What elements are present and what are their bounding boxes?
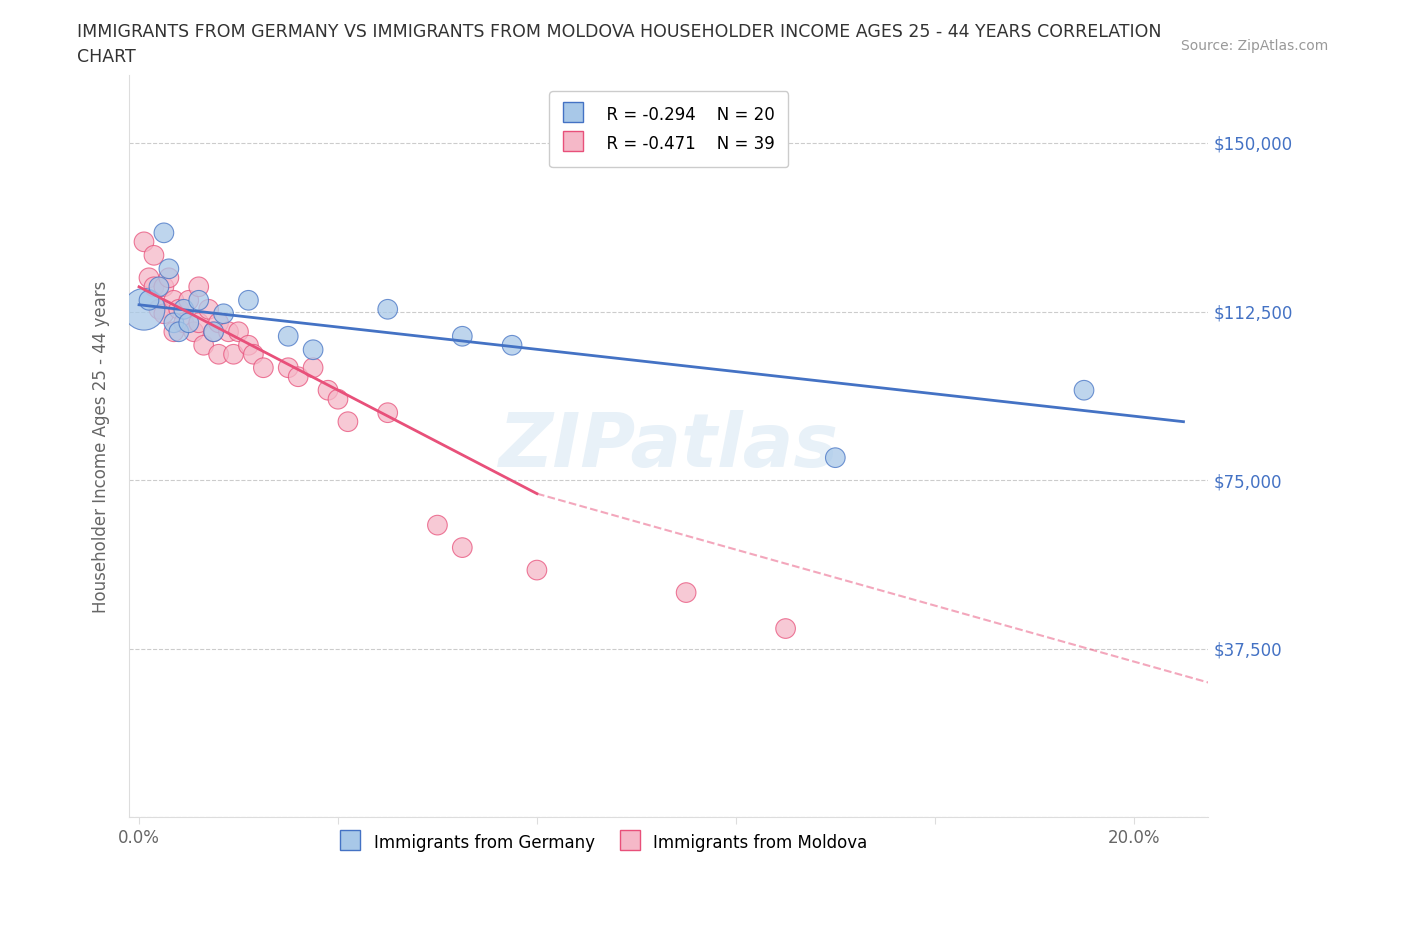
Y-axis label: Householder Income Ages 25 - 44 years: Householder Income Ages 25 - 44 years [93, 280, 110, 613]
Point [207, 347, 229, 362]
Legend: Immigrants from Germany, Immigrants from Moldova: Immigrants from Germany, Immigrants from… [332, 824, 876, 861]
Point [212, 306, 235, 321]
Point [132, 302, 155, 317]
Point [173, 302, 195, 317]
Point [157, 271, 180, 286]
Point [501, 338, 523, 352]
Point [238, 293, 260, 308]
Point [187, 315, 209, 330]
Point [277, 360, 299, 375]
Point [336, 414, 359, 429]
Point [157, 261, 180, 276]
Point [451, 329, 474, 344]
Point [153, 225, 176, 240]
Point [202, 325, 225, 339]
Point [526, 563, 548, 578]
Point [302, 360, 325, 375]
Point [675, 585, 697, 600]
Text: ZIPatlas: ZIPatlas [499, 410, 839, 483]
Point [222, 347, 245, 362]
Point [218, 325, 240, 339]
Point [775, 621, 797, 636]
Point [238, 338, 260, 352]
Point [148, 279, 170, 294]
Point [163, 315, 186, 330]
Point [132, 234, 155, 249]
Point [824, 450, 846, 465]
Point [187, 279, 209, 294]
Point [138, 293, 160, 308]
Text: Source: ZipAtlas.com: Source: ZipAtlas.com [1181, 39, 1329, 53]
Point [153, 306, 176, 321]
Point [228, 325, 250, 339]
Point [277, 329, 299, 344]
Point [252, 360, 274, 375]
Point [426, 518, 449, 533]
Point [167, 302, 190, 317]
Point [316, 383, 339, 398]
Point [183, 325, 205, 339]
Point [242, 347, 264, 362]
Point [1073, 383, 1095, 398]
Point [148, 302, 170, 317]
Point [377, 405, 399, 420]
Point [138, 271, 160, 286]
Point [153, 279, 176, 294]
Point [207, 315, 229, 330]
Point [377, 302, 399, 317]
Point [202, 325, 225, 339]
Point [167, 325, 190, 339]
Point [287, 369, 309, 384]
Point [177, 293, 200, 308]
Point [197, 302, 219, 317]
Point [451, 540, 474, 555]
Point [326, 392, 349, 406]
Point [142, 279, 165, 294]
Point [177, 315, 200, 330]
Point [302, 342, 325, 357]
Point [173, 315, 195, 330]
Point [142, 248, 165, 263]
Text: CHART: CHART [77, 48, 136, 66]
Text: IMMIGRANTS FROM GERMANY VS IMMIGRANTS FROM MOLDOVA HOUSEHOLDER INCOME AGES 25 - : IMMIGRANTS FROM GERMANY VS IMMIGRANTS FR… [77, 23, 1161, 41]
Point [163, 325, 186, 339]
Point [187, 293, 209, 308]
Point [193, 338, 215, 352]
Point [163, 293, 186, 308]
